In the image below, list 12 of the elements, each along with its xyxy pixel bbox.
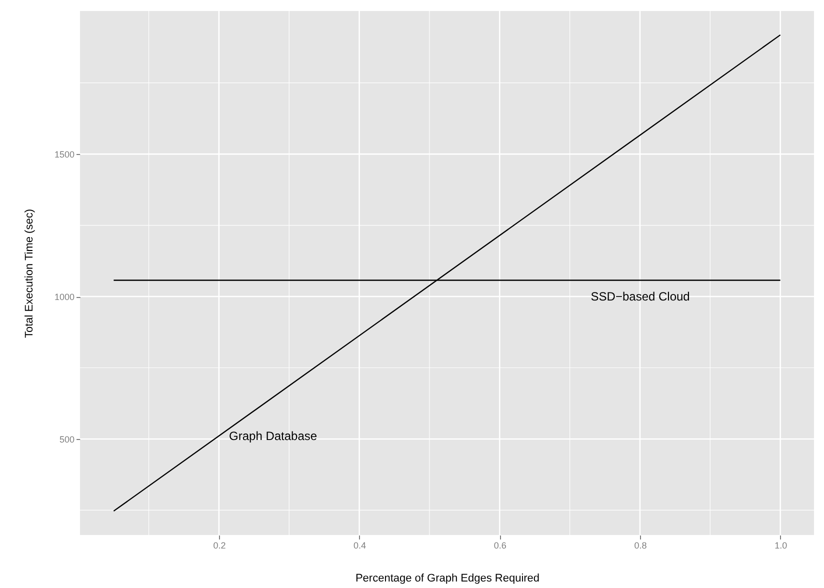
x-tick-label: 0.4	[354, 540, 366, 550]
x-tick-label: 1.0	[774, 540, 788, 550]
series-label: SSD−based Cloud	[590, 289, 690, 304]
x-tick-label: 0.2	[213, 540, 226, 550]
y-tick-label: 1000	[54, 292, 74, 302]
y-tick-label: 1500	[54, 150, 74, 160]
x-tick-label: 0.8	[634, 540, 647, 550]
x-tick-label: 0.6	[494, 540, 506, 550]
y-axis-title: Total Execution Time (sec)	[23, 209, 36, 338]
x-axis-title: Percentage of Graph Edges Required	[355, 572, 540, 584]
y-tick-label: 500	[59, 434, 74, 444]
series-label: Graph Database	[229, 428, 318, 443]
